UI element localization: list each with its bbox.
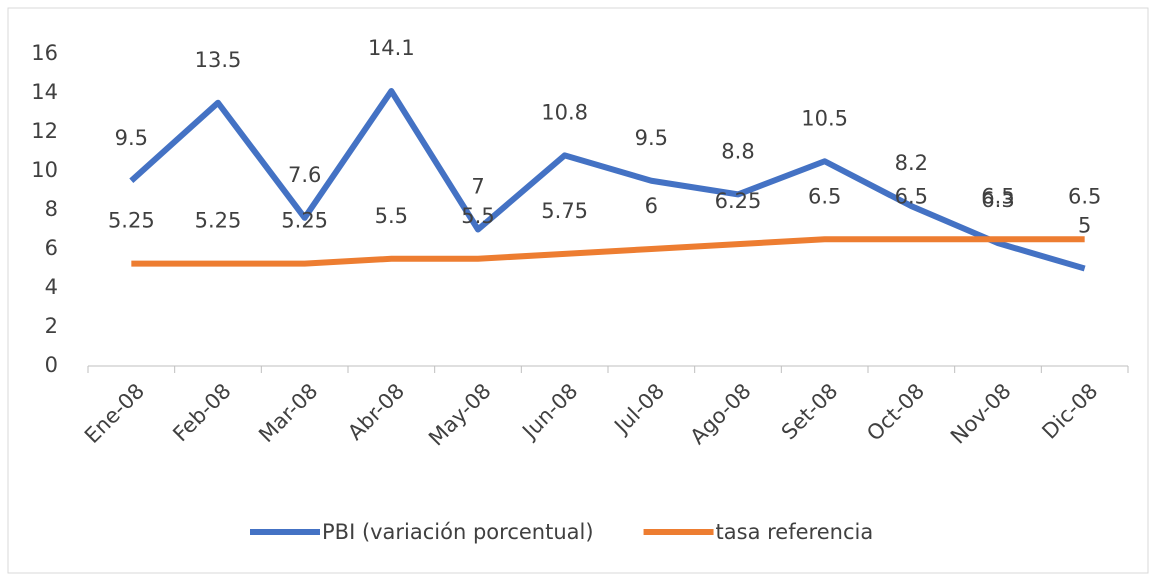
y-tick-label: 12 <box>31 119 58 143</box>
data-label: 7 <box>471 175 484 199</box>
series-line <box>129 88 1086 272</box>
data-label: 5.75 <box>541 199 588 223</box>
data-label: 6.3 <box>981 188 1014 212</box>
data-label: 9.5 <box>635 126 668 150</box>
data-label: 6.5 <box>1068 184 1101 208</box>
data-label: 7.6 <box>288 163 321 187</box>
data-label: 5.25 <box>281 209 328 233</box>
data-label: 13.5 <box>195 48 242 72</box>
chart-frame <box>7 7 1149 574</box>
data-label: 6.5 <box>808 184 841 208</box>
y-tick-label: 8 <box>45 197 58 221</box>
data-label: 8.2 <box>895 151 928 175</box>
data-label: 6.5 <box>981 184 1014 208</box>
data-label: 14.1 <box>368 36 415 60</box>
y-tick-label: 16 <box>31 41 58 65</box>
data-label: 5.5 <box>375 204 408 228</box>
data-label: 5.25 <box>195 209 242 233</box>
y-tick-label: 4 <box>45 275 58 299</box>
series-line <box>131 236 1085 267</box>
legend-label: PBI (variación porcentual) <box>322 520 594 544</box>
y-tick-label: 6 <box>45 236 58 260</box>
y-tick-label: 0 <box>45 353 58 377</box>
legend-label: tasa referencia <box>716 520 874 544</box>
data-label: 9.5 <box>115 126 148 150</box>
y-tick-label: 14 <box>31 80 58 104</box>
y-tick-label: 10 <box>31 158 58 182</box>
data-label: 8.8 <box>721 139 754 163</box>
y-tick-label: 2 <box>45 314 58 338</box>
data-label: 5.5 <box>461 204 494 228</box>
data-label: 10.8 <box>541 100 588 124</box>
data-label: 6.5 <box>895 184 928 208</box>
data-label: 6 <box>645 194 658 218</box>
data-label: 5.25 <box>108 209 155 233</box>
data-label: 10.5 <box>801 106 848 130</box>
data-label: 5 <box>1078 214 1091 238</box>
data-label: 6.25 <box>715 189 762 213</box>
